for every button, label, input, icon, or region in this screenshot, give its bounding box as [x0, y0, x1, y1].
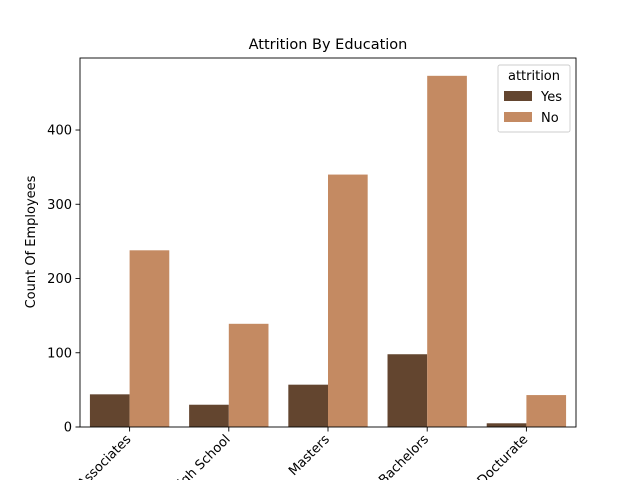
bar-associates-yes — [89, 394, 130, 427]
y-tick-label: 300 — [47, 198, 72, 213]
x-tick-label-docturate: Docturate — [475, 432, 531, 480]
legend: attrition Yes No — [497, 64, 571, 133]
bar-associates-no — [129, 250, 170, 427]
x-tick-label-associates: Associates — [75, 432, 135, 480]
bar-docturate-yes — [486, 423, 527, 427]
legend-title: attrition — [508, 69, 560, 84]
y-tick-label: 100 — [47, 346, 72, 361]
bar-bachelors-yes — [387, 354, 428, 427]
y-tick-label: 400 — [47, 124, 72, 139]
legend-swatch-no — [504, 112, 532, 122]
bar-masters-no — [328, 174, 368, 427]
bar-masters-yes — [288, 384, 328, 427]
y-axis-label: Count Of Employees — [24, 175, 39, 308]
x-tick-label-masters: Masters — [286, 432, 333, 479]
bar-bachelors-no — [427, 75, 467, 427]
chart-title: Attrition By Education — [249, 37, 408, 53]
legend-swatch-yes — [504, 91, 532, 101]
x-tick-label-bachelors: Bachelors — [376, 432, 432, 480]
legend-label-yes: Yes — [540, 90, 562, 105]
y-tick-label: 200 — [47, 272, 72, 287]
y-tick-label: 0 — [64, 421, 72, 436]
bar-docturate-no — [526, 395, 567, 427]
bars-layer — [89, 75, 567, 427]
legend-label-no: No — [541, 111, 559, 126]
x-tick-label-high-school: High School — [168, 432, 233, 480]
bar-high-school-no — [228, 323, 269, 427]
bar-high-school-yes — [189, 404, 229, 427]
